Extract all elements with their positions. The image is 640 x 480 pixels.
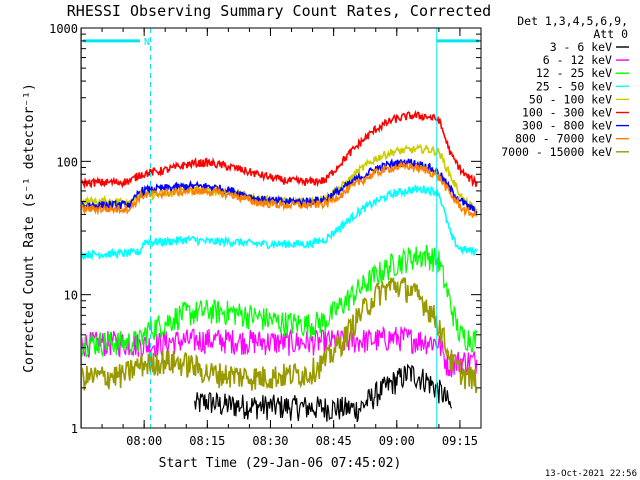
legend-label-6: 300 - 800 keV xyxy=(522,119,612,133)
y-axis-label: Corrected Count Rate (s⁻¹ detector⁻¹) xyxy=(22,83,37,373)
series-line-7 xyxy=(81,160,478,218)
legend-label-7: 800 - 7000 keV xyxy=(515,132,612,146)
x-tick-label-3: 08:45 xyxy=(316,434,352,448)
y-tick-label-3: 1000 xyxy=(49,22,78,36)
legend-label-5: 100 - 300 keV xyxy=(522,106,612,120)
series-line-3 xyxy=(81,184,478,261)
axis-group: 08:00 08:15 08:30 08:45 09:00 09:15 1 10 100 1000 xyxy=(49,22,482,448)
legend-label-2: 12 - 25 keV xyxy=(536,66,612,80)
x-tick-label-2: 08:30 xyxy=(252,434,288,448)
night-flag-label: N xyxy=(144,37,150,48)
x-tick-label-5: 09:15 xyxy=(442,434,478,448)
series-line-6 xyxy=(81,158,478,216)
series-line-2 xyxy=(81,244,478,359)
timestamp: 13-Oct-2021 22:56 xyxy=(545,469,637,479)
series-line-1 xyxy=(81,325,478,378)
x-tick-label-4: 09:00 xyxy=(379,434,415,448)
series-line-0 xyxy=(194,363,453,423)
legend-label-3: 25 - 50 keV xyxy=(536,79,612,93)
series-line-5 xyxy=(81,109,478,190)
y-tick-label-1: 10 xyxy=(64,289,78,303)
legend-label-8: 7000 - 15000 keV xyxy=(501,145,612,159)
series-line-8 xyxy=(81,277,478,394)
y-tick-label-0: 1 xyxy=(71,422,78,436)
x-tick-label-1: 08:15 xyxy=(189,434,225,448)
plot-frame xyxy=(80,27,482,429)
chart-title: RHESSI Observing Summary Count Rates, Co… xyxy=(67,2,491,20)
legend-label-4: 50 - 100 keV xyxy=(529,92,612,106)
x-tick-label-0: 08:00 xyxy=(126,434,162,448)
series-group xyxy=(81,109,478,423)
x-axis-label: Start Time (29-Jan-06 07:45:02) xyxy=(159,456,402,471)
y-tick-label-2: 100 xyxy=(56,155,78,169)
legend-header-1: Att 0 xyxy=(593,27,628,41)
legend-header-0: Det 1,3,4,5,6,9, xyxy=(517,14,628,28)
legend-label-0: 3 - 6 keV xyxy=(550,40,612,54)
legend-label-1: 6 - 12 keV xyxy=(543,53,612,67)
